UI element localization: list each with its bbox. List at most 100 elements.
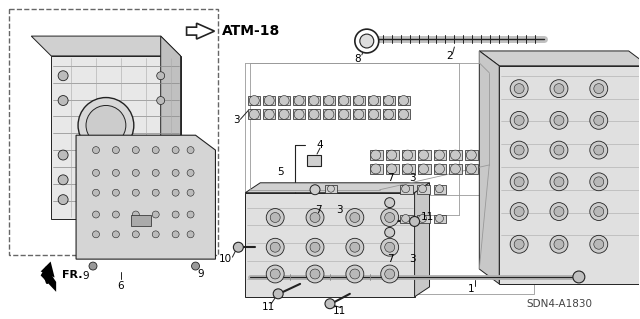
Circle shape	[387, 164, 397, 174]
Circle shape	[354, 96, 364, 106]
Circle shape	[514, 115, 524, 125]
Circle shape	[510, 203, 528, 220]
Circle shape	[371, 150, 381, 160]
Text: 9: 9	[197, 269, 204, 279]
Circle shape	[369, 109, 379, 119]
Circle shape	[514, 84, 524, 93]
Circle shape	[451, 150, 460, 160]
Circle shape	[554, 115, 564, 125]
Bar	[142, 155, 157, 161]
Text: 7: 7	[387, 173, 394, 183]
Bar	[370, 164, 383, 174]
Circle shape	[419, 164, 429, 174]
Bar	[417, 164, 431, 174]
Circle shape	[157, 186, 164, 194]
Circle shape	[354, 109, 364, 119]
Circle shape	[419, 150, 429, 160]
Bar	[98, 182, 113, 188]
Circle shape	[594, 115, 604, 125]
Text: 3: 3	[410, 173, 416, 183]
Bar	[98, 200, 113, 205]
Circle shape	[435, 214, 444, 222]
Circle shape	[550, 173, 568, 191]
Circle shape	[355, 29, 379, 53]
Bar	[142, 191, 157, 197]
Circle shape	[510, 141, 528, 159]
Circle shape	[435, 185, 444, 193]
Polygon shape	[415, 183, 429, 297]
Bar	[465, 150, 478, 160]
Circle shape	[294, 109, 304, 119]
Text: 4: 4	[317, 140, 323, 150]
Circle shape	[191, 262, 200, 270]
Bar	[433, 164, 447, 174]
Bar	[308, 96, 320, 106]
Bar	[370, 150, 383, 160]
Circle shape	[152, 211, 159, 218]
Circle shape	[279, 96, 289, 106]
Polygon shape	[161, 36, 180, 219]
Bar	[353, 109, 365, 119]
Circle shape	[270, 212, 280, 222]
Circle shape	[132, 211, 140, 218]
Bar	[323, 96, 335, 106]
Circle shape	[381, 238, 399, 256]
Polygon shape	[187, 23, 214, 39]
Bar	[433, 185, 447, 194]
Bar	[417, 150, 431, 160]
Bar	[353, 96, 365, 106]
Bar	[142, 200, 157, 205]
Text: 7: 7	[315, 204, 321, 215]
Text: 2: 2	[446, 51, 452, 61]
Circle shape	[399, 109, 408, 119]
Circle shape	[385, 212, 395, 222]
Bar	[338, 96, 350, 106]
Polygon shape	[76, 135, 216, 259]
Text: SDN4-A1830: SDN4-A1830	[526, 299, 592, 309]
Circle shape	[384, 96, 394, 106]
Text: 5: 5	[277, 167, 284, 177]
Circle shape	[554, 239, 564, 249]
Circle shape	[594, 177, 604, 187]
Bar	[76, 155, 91, 161]
Bar	[98, 164, 113, 170]
Circle shape	[306, 238, 324, 256]
Circle shape	[157, 97, 164, 105]
Circle shape	[187, 147, 194, 153]
Circle shape	[187, 189, 194, 196]
Bar	[248, 109, 260, 119]
Circle shape	[266, 265, 284, 283]
Circle shape	[554, 84, 564, 93]
Text: FR.: FR.	[62, 270, 83, 280]
Circle shape	[419, 185, 426, 193]
Bar	[325, 185, 337, 193]
Bar	[397, 109, 410, 119]
Circle shape	[350, 269, 360, 279]
Circle shape	[554, 207, 564, 217]
Circle shape	[310, 269, 320, 279]
Circle shape	[58, 96, 68, 106]
Circle shape	[310, 185, 320, 195]
Circle shape	[132, 189, 140, 196]
Text: 11: 11	[333, 306, 346, 316]
Circle shape	[590, 80, 608, 98]
Circle shape	[419, 214, 426, 222]
Circle shape	[550, 80, 568, 98]
Circle shape	[279, 109, 289, 119]
Circle shape	[325, 299, 335, 309]
Circle shape	[157, 72, 164, 80]
Circle shape	[172, 169, 179, 176]
Circle shape	[93, 169, 99, 176]
Bar	[449, 164, 462, 174]
Bar	[263, 109, 275, 119]
Circle shape	[594, 207, 604, 217]
Circle shape	[86, 106, 126, 145]
Bar	[433, 214, 447, 223]
Circle shape	[399, 96, 408, 106]
Circle shape	[385, 269, 395, 279]
Circle shape	[93, 147, 99, 153]
Circle shape	[384, 109, 394, 119]
Circle shape	[270, 242, 280, 252]
Bar	[308, 109, 320, 119]
Text: 11: 11	[421, 212, 434, 222]
